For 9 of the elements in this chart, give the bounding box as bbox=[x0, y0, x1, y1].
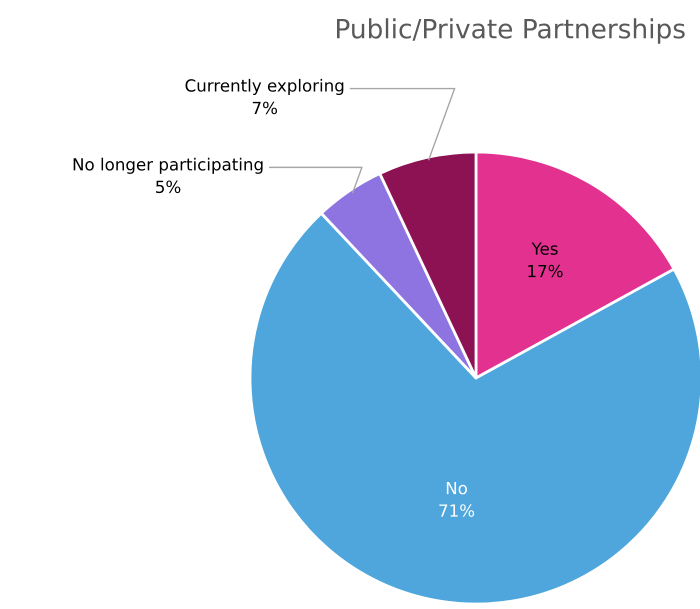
slice-label: No bbox=[446, 482, 467, 494]
chart-title: Public/Private Partnerships bbox=[337, 18, 685, 44]
data-label: 17% bbox=[528, 264, 563, 278]
slice-label: Currently exploring bbox=[186, 78, 344, 96]
data-label: 71% bbox=[439, 504, 474, 517]
data-label: 5% bbox=[156, 180, 180, 194]
data-label: 7% bbox=[252, 102, 277, 114]
slice-label: Yes bbox=[532, 242, 558, 255]
slice-label: No longer participating bbox=[74, 158, 263, 174]
